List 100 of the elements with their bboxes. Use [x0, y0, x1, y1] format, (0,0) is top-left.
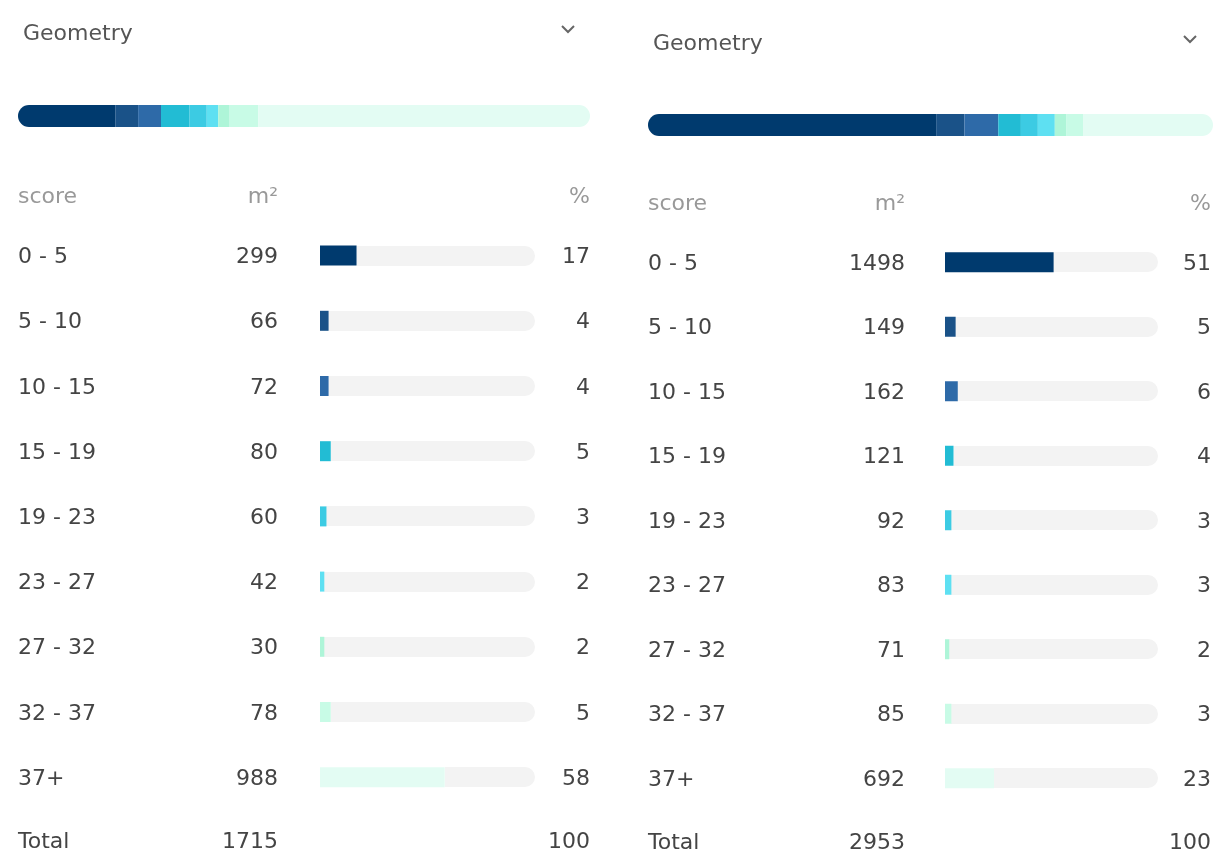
data-label: 3 [1197, 701, 1211, 727]
bar [189, 105, 207, 127]
bar [161, 105, 190, 127]
bar [1020, 114, 1038, 136]
bar [18, 105, 116, 127]
bar [1037, 114, 1055, 136]
text: 60 [250, 503, 278, 529]
data-label: 2 [576, 634, 590, 660]
y-tick-label: 15 - 19 [648, 443, 726, 469]
bar [320, 636, 325, 657]
y-tick-label: 37+ [18, 764, 65, 790]
bar [964, 114, 999, 136]
y-tick-label: 15 - 19 [18, 438, 96, 464]
bar [945, 703, 952, 724]
bar [115, 105, 139, 127]
text: 2953 [849, 828, 905, 850]
text: 100 [548, 827, 590, 850]
y-tick-label: 32 - 37 [648, 701, 726, 727]
text: 71 [877, 636, 905, 662]
text: Total [17, 827, 70, 850]
bar [945, 639, 950, 660]
bar [320, 441, 331, 462]
y-tick-label: 10 - 15 [18, 373, 96, 399]
text: 299 [236, 243, 278, 269]
bar [320, 245, 357, 266]
y-tick-label: 32 - 37 [18, 699, 96, 725]
data-label: 3 [576, 503, 590, 529]
text: 80 [250, 438, 278, 464]
data-label: 51 [1183, 249, 1211, 275]
data-label: 58 [562, 764, 590, 790]
text: Total [647, 828, 700, 850]
data-label: 5 [576, 699, 590, 725]
y-tick-label: 5 - 10 [18, 308, 82, 334]
data-label: 2 [576, 569, 590, 595]
bar [138, 105, 161, 127]
y-tick-label: 19 - 23 [648, 507, 726, 533]
text: 1498 [849, 249, 905, 275]
text: 100 [1169, 828, 1211, 850]
bar [320, 571, 325, 592]
y-tick-label: 0 - 5 [648, 249, 698, 275]
data-label: 6 [1197, 378, 1211, 404]
bar [1066, 114, 1084, 136]
bar [258, 105, 590, 127]
bar [945, 445, 954, 466]
data-label: 5 [1197, 314, 1211, 340]
y-tick-label: 23 - 27 [648, 572, 726, 598]
bar [1083, 114, 1213, 136]
bar [945, 768, 994, 789]
bar [320, 506, 327, 527]
bar [320, 376, 329, 396]
text: 66 [250, 308, 278, 334]
text: 83 [877, 572, 905, 598]
text: 78 [250, 699, 278, 725]
text: 85 [877, 701, 905, 727]
text: m² [874, 189, 905, 215]
y-tick-label: 10 - 15 [648, 378, 726, 404]
y-tick-label: 37+ [648, 765, 695, 791]
text: 988 [236, 764, 278, 790]
y-axis-title: score [648, 189, 708, 215]
x-axis-title: % [569, 182, 590, 208]
text: m² [247, 182, 278, 208]
bar [206, 105, 219, 127]
text: 30 [250, 634, 278, 660]
bar [648, 114, 937, 136]
text: 1715 [222, 827, 278, 850]
bar [320, 310, 329, 331]
data-label: 17 [562, 243, 590, 269]
data-label: 4 [576, 373, 590, 399]
chart-title: Geometry [653, 29, 763, 55]
text: 149 [863, 314, 905, 340]
y-tick-label: 19 - 23 [18, 503, 96, 529]
data-label: 3 [1197, 507, 1211, 533]
data-label: 5 [576, 438, 590, 464]
bar [229, 105, 259, 127]
data-label: 2 [1197, 636, 1211, 662]
bar [945, 510, 952, 531]
y-axis-title: score [18, 182, 78, 208]
data-label: 4 [1197, 443, 1211, 469]
y-tick-label: 27 - 32 [18, 634, 96, 660]
chart-title: Geometry [23, 19, 133, 45]
bar [998, 114, 1021, 136]
text: 121 [863, 443, 905, 469]
data-label: 4 [576, 308, 590, 334]
bar [945, 574, 952, 595]
text: 72 [250, 373, 278, 399]
y-tick-label: 23 - 27 [18, 569, 96, 595]
bar [945, 381, 958, 402]
bar [936, 114, 965, 136]
bar [218, 105, 230, 127]
bar [945, 316, 956, 337]
bar [320, 702, 331, 722]
data-label: 3 [1197, 572, 1211, 598]
y-tick-label: 5 - 10 [648, 314, 712, 340]
text: 42 [250, 569, 278, 595]
bar [1054, 114, 1067, 136]
x-axis-title: % [1190, 189, 1211, 215]
y-tick-label: 0 - 5 [18, 243, 68, 269]
data-label: 23 [1183, 765, 1211, 791]
text: 162 [863, 378, 905, 404]
y-tick-label: 27 - 32 [648, 636, 726, 662]
